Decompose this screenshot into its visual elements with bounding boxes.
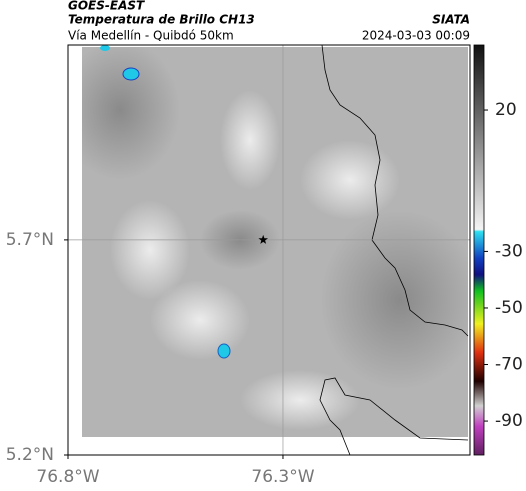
y-tick-label: 5.7°N: [6, 230, 54, 250]
source: SIATA: [432, 13, 470, 27]
x-tick-label: 76.3°W: [251, 467, 314, 487]
colorbar-tick-label: 20: [495, 100, 517, 120]
header: GOES-EAST: [68, 0, 145, 13]
timestamp: 2024-03-03 00:09: [362, 29, 470, 43]
title: Temperatura de Brillo CH13: [68, 13, 255, 27]
location-marker: [258, 234, 268, 244]
boundary: [319, 377, 469, 456]
colorbar-tick-label: -30: [495, 241, 523, 261]
y-tick-label: 5.2°N: [6, 445, 54, 465]
colorbar: [473, 44, 485, 456]
satellite-image: [82, 44, 469, 456]
colorbar-tick-label: -70: [495, 355, 523, 375]
boundary: [321, 44, 469, 337]
colorbar-tick-label: -50: [495, 298, 523, 318]
x-tick-label: 76.8°W: [36, 467, 99, 487]
colorbar-tick-label: -90: [495, 411, 523, 431]
map-frame: [67, 44, 471, 456]
subtitle: Vía Medellín - Quibdó 50km: [68, 29, 234, 43]
